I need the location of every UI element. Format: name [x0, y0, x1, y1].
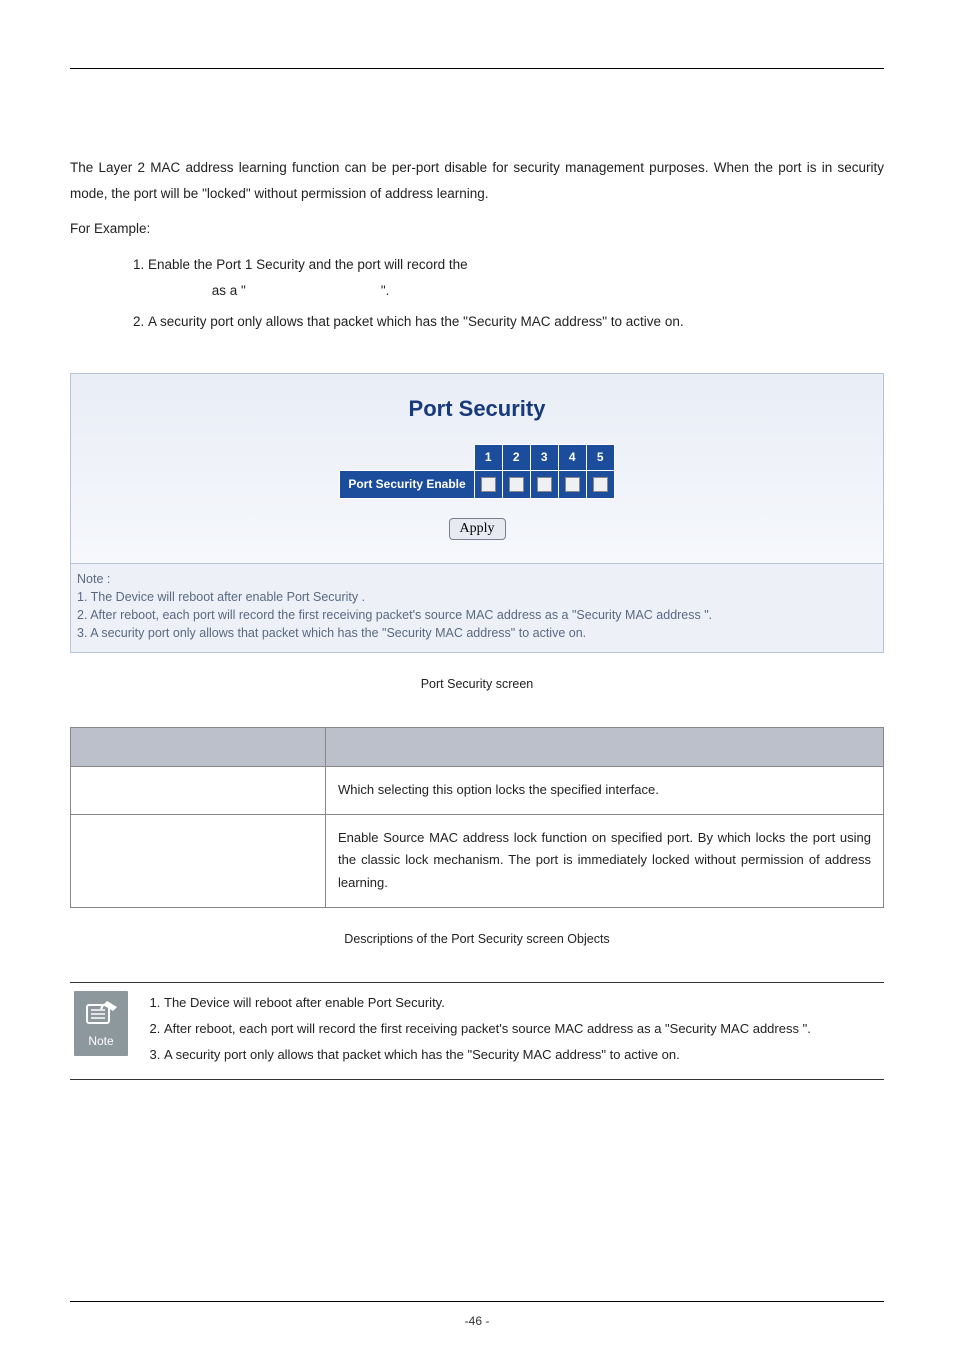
- example-1-a: Enable the Port 1 Security and the port …: [148, 257, 468, 272]
- figure-title: Port Security: [71, 388, 883, 442]
- page-number: -46 -: [0, 1314, 954, 1328]
- port-header-2: 2: [502, 444, 530, 471]
- apply-button[interactable]: Apply: [449, 518, 506, 540]
- port-5-checkbox[interactable]: [593, 477, 608, 492]
- for-example: For Example:: [70, 216, 884, 242]
- port-header-5: 5: [586, 444, 614, 471]
- note-icon-label: Note: [88, 1030, 113, 1052]
- note-box: Note The Device will reboot after enable…: [70, 982, 884, 1080]
- example-1-b-suffix: ".: [246, 283, 390, 298]
- figure-note-line: 3. A security port only allows that pack…: [77, 624, 877, 642]
- list-item: Enable the Port 1 Security and the port …: [148, 252, 884, 303]
- figure-note: Note : 1. The Device will reboot after e…: [71, 564, 883, 653]
- note-item: After reboot, each port will record the …: [164, 1017, 880, 1041]
- port-security-figure: Port Security 1 2 3 4 5 Port Security En…: [70, 373, 884, 653]
- port-1-checkbox[interactable]: [481, 477, 496, 492]
- def-header-right: [326, 727, 884, 766]
- note-icon: Note: [74, 991, 128, 1056]
- table-caption: Descriptions of the Port Security screen…: [70, 928, 884, 952]
- note-list: The Device will reboot after enable Port…: [144, 991, 880, 1069]
- def-desc-1: Which selecting this option locks the sp…: [326, 766, 884, 814]
- port-header-1: 1: [474, 444, 502, 471]
- footer-rule: [70, 1301, 884, 1302]
- def-header-left: [71, 727, 326, 766]
- example-list: Enable the Port 1 Security and the port …: [70, 252, 884, 335]
- table-row: Enable Source MAC address lock function …: [71, 814, 884, 907]
- port-4-checkbox[interactable]: [565, 477, 580, 492]
- definitions-table: Which selecting this option locks the sp…: [70, 727, 884, 908]
- figure-note-line: 1. The Device will reboot after enable P…: [77, 588, 877, 606]
- note-item: The Device will reboot after enable Port…: [164, 991, 880, 1015]
- port-2-checkbox[interactable]: [509, 477, 524, 492]
- port-security-table: 1 2 3 4 5 Port Security Enable: [339, 444, 614, 499]
- header-rule: [70, 68, 884, 69]
- table-row: Which selecting this option locks the sp…: [71, 766, 884, 814]
- def-label-1: [71, 766, 326, 814]
- list-item: A security port only allows that packet …: [148, 309, 884, 335]
- def-desc-2: Enable Source MAC address lock function …: [326, 814, 884, 907]
- intro-paragraph: The Layer 2 MAC address learning functio…: [70, 155, 884, 206]
- figure-note-line: 2. After reboot, each port will record t…: [77, 606, 877, 624]
- example-1-b-prefix: as a ": [148, 283, 246, 298]
- port-3-checkbox[interactable]: [537, 477, 552, 492]
- note-item: A security port only allows that packet …: [164, 1043, 880, 1067]
- example-2: A security port only allows that packet …: [148, 314, 684, 329]
- body: The Layer 2 MAC address learning functio…: [70, 0, 884, 1080]
- def-label-2: [71, 814, 326, 907]
- figure-caption: Port Security screen: [70, 673, 884, 697]
- port-security-enable-label: Port Security Enable: [340, 471, 474, 499]
- port-header-4: 4: [558, 444, 586, 471]
- figure-note-heading: Note :: [77, 570, 877, 588]
- port-header-3: 3: [530, 444, 558, 471]
